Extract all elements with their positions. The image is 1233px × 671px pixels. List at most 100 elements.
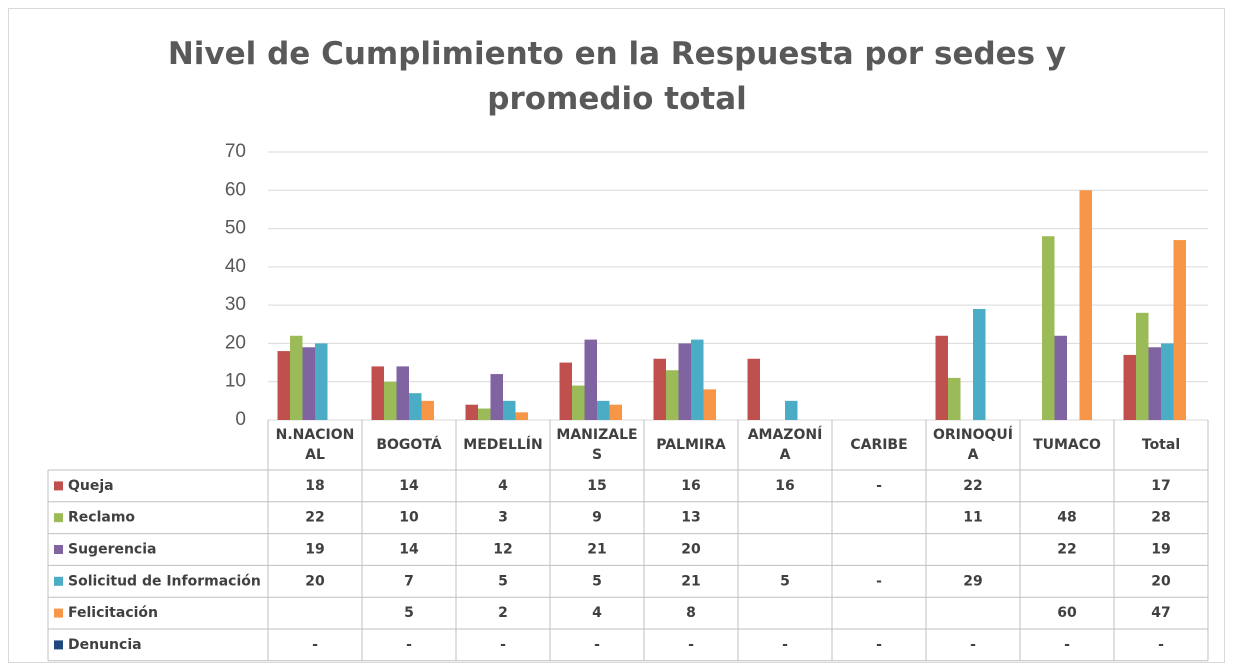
data-table-cell: 47 <box>1151 605 1170 621</box>
bar <box>948 377 961 420</box>
data-table-cell: 12 <box>493 542 512 558</box>
legend-label: Felicitación <box>68 605 158 621</box>
x-tick-label: TUMACO <box>1033 437 1101 453</box>
data-table-cell: 22 <box>963 478 982 494</box>
data-table-cell: 18 <box>305 478 324 494</box>
data-table-cell: - <box>500 637 506 653</box>
data-table-cell: 15 <box>587 478 606 494</box>
data-table-cell: 17 <box>1151 478 1170 494</box>
data-table-cell: 19 <box>305 542 324 558</box>
bar <box>396 366 409 420</box>
bar <box>691 339 704 420</box>
x-tick-label: ORINOQUÍ A <box>933 426 1013 463</box>
bar <box>559 362 572 420</box>
y-tick-label: 30 <box>225 294 246 315</box>
data-table-cell: 3 <box>498 510 508 526</box>
data-table-cell: 20 <box>1151 573 1171 589</box>
bar <box>935 335 948 420</box>
data-table-cell: - <box>594 637 600 653</box>
data-table-cell: 19 <box>1151 542 1170 558</box>
legend-swatch <box>54 545 63 554</box>
y-tick-label: 20 <box>225 332 246 353</box>
data-table-cell: - <box>1064 637 1070 653</box>
data-table-cell: 16 <box>775 478 794 494</box>
x-tick-label: CARIBE <box>850 437 907 453</box>
bar <box>302 347 315 420</box>
data-table-cell: 5 <box>498 573 508 589</box>
legend-label: Reclamo <box>68 510 135 526</box>
data-table-cell: 22 <box>1057 542 1076 558</box>
chart-title: Nivel de Cumplimiento en la Respuesta po… <box>168 36 1066 117</box>
data-table-cell: 48 <box>1057 510 1076 526</box>
y-tick-label: 60 <box>225 179 246 200</box>
data-table-cell: - <box>312 637 318 653</box>
y-tick-label: 40 <box>225 256 246 277</box>
bar <box>409 393 422 420</box>
data-table-cell: 21 <box>681 573 700 589</box>
bar <box>384 381 397 420</box>
data-table-cell: 14 <box>399 542 419 558</box>
bar <box>1173 240 1186 420</box>
bar <box>785 400 798 420</box>
bar <box>609 404 622 420</box>
data-table-cell: 29 <box>963 573 982 589</box>
data-table-cell: - <box>970 637 976 653</box>
bar <box>290 335 303 420</box>
x-tick-label: MEDELLÍN <box>463 436 542 453</box>
legend-swatch <box>54 640 63 650</box>
legend-label: Denuncia <box>68 637 142 653</box>
data-table-cell: 8 <box>686 605 696 621</box>
y-tick-label: 10 <box>225 371 246 392</box>
data-table-cell: 5 <box>404 605 414 621</box>
bar <box>653 358 666 420</box>
data-table-cell: 4 <box>498 478 508 494</box>
data-table-cell: 9 <box>592 510 602 526</box>
bar <box>666 370 679 420</box>
bar <box>421 400 434 420</box>
x-tick-label: AMAZONÍ A <box>748 426 823 463</box>
data-table-cell: 20 <box>305 573 325 589</box>
bar <box>1148 347 1161 420</box>
y-tick-label: 50 <box>225 218 246 239</box>
chart-border <box>8 8 1225 663</box>
data-table-cell: 21 <box>587 542 606 558</box>
bar <box>315 343 328 420</box>
legend-label: Queja <box>68 478 114 494</box>
legend-label: Sugerencia <box>68 542 156 558</box>
data-table-cell: 11 <box>963 510 982 526</box>
bar <box>490 374 503 420</box>
data-table-cell: - <box>876 478 882 494</box>
data-table-cell: 10 <box>399 510 419 526</box>
bar <box>1136 312 1149 420</box>
data-table-cell: 2 <box>498 605 508 621</box>
x-tick-label: Total <box>1142 437 1180 453</box>
bar <box>1054 335 1067 420</box>
x-tick-label: BOGOTÁ <box>376 436 441 453</box>
data-table-cell: 20 <box>681 542 701 558</box>
bar <box>503 400 516 420</box>
bar <box>1079 190 1092 420</box>
data-table-cell: 5 <box>780 573 790 589</box>
data-table-cell: 60 <box>1057 605 1077 621</box>
data-table-cell: - <box>782 637 788 653</box>
data-table-cell: 22 <box>305 510 324 526</box>
data-table-cell: - <box>876 573 882 589</box>
x-tick-label: MANIZALE S <box>556 427 637 463</box>
bar <box>1123 354 1136 420</box>
bar <box>597 400 610 420</box>
legend-label: Solicitud de Información <box>68 573 261 589</box>
data-table-cell: 28 <box>1151 510 1170 526</box>
data-table-cell: 7 <box>404 573 414 589</box>
data-table-cell: 5 <box>592 573 602 589</box>
x-tick-label: N.NACION AL <box>276 427 355 463</box>
bar <box>277 351 290 420</box>
data-table-cell: - <box>876 637 882 653</box>
data-table-cell: - <box>406 637 412 653</box>
bar <box>703 389 716 420</box>
data-table-cell: - <box>688 637 694 653</box>
legend-swatch <box>54 481 63 491</box>
bar <box>1161 343 1174 420</box>
bar <box>465 404 478 420</box>
bar <box>678 343 691 420</box>
